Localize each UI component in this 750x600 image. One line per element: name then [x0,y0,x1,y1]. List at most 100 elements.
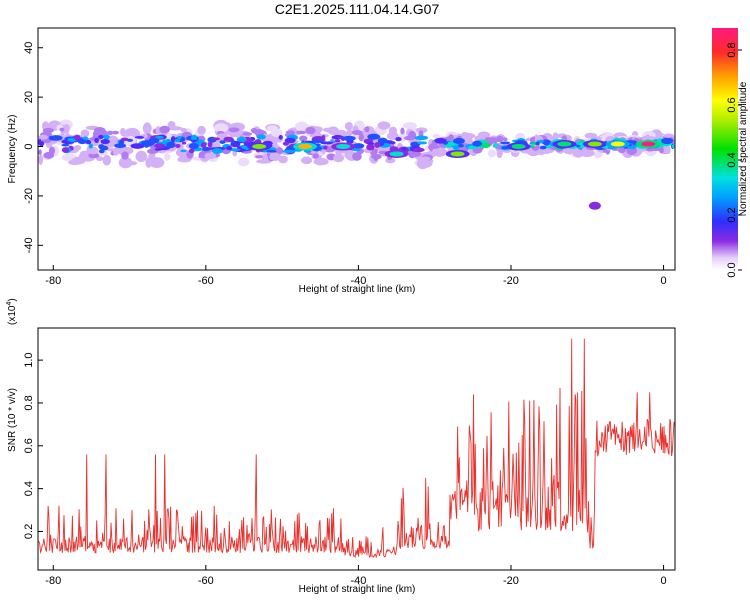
heat-cell [99,145,109,151]
heat-cell [311,139,325,143]
heat-cell [73,156,84,161]
spectrogram-y-label: Frequency (Hz) [7,115,18,184]
heat-cell [352,143,365,149]
heat-cell [636,148,643,153]
heat-cell [155,125,161,135]
heat-cell [409,151,422,157]
heat-cell [61,147,70,153]
heat-cell [112,147,119,156]
snr-panel: -80 -60 -40 -20 0 0.2 0.4 0.6 0.8 1.0 Height of … [6,298,676,595]
heat-cell [395,136,402,142]
heat-cell [154,148,163,151]
heat-cell [588,201,601,210]
snr-scale-label: (x104) [6,298,18,325]
heat-cell [416,141,428,145]
heat-cell [134,135,145,139]
snr-scale-prefix: (x10 [7,305,18,325]
heat-cell [511,144,526,150]
heat-cell [269,152,281,161]
heat-cell [641,141,656,147]
heat-cell [366,143,375,151]
spectrogram-y-ticks: 40 20 0 -20 -40 [23,42,43,253]
heat-cell [305,126,316,135]
y-tick-label: 40 [23,42,35,54]
heat-cell [503,137,508,142]
heat-cell [98,134,104,139]
heat-cell [42,127,54,134]
heat-cell [190,134,198,142]
heat-cell [180,128,187,133]
heat-cell [587,141,602,147]
heat-cell [214,123,229,133]
heat-cell [543,139,550,146]
heat-cell [38,149,42,156]
heat-cell [211,137,221,141]
heat-cell [278,134,283,140]
heat-cell [159,125,171,134]
heat-cell [188,148,195,154]
heat-cell [77,139,88,145]
heat-cell [127,130,139,136]
heat-cell [452,145,460,150]
heat-cell [181,141,187,145]
heat-cell [671,144,675,149]
heat-cell [103,134,110,140]
heat-cell [296,130,306,135]
heat-cell [38,156,44,161]
heat-cell [94,137,99,144]
heat-cell [377,137,388,144]
heat-cell [649,147,662,152]
heat-cell [255,155,263,159]
colorbar: 0.0 0.2 0.4 0.6 0.8 Normalized spectral ampl… [712,28,749,278]
heat-cell [499,141,511,145]
spectrogram-panel: -80 -60 -40 -20 0 40 20 0 -20 -40 Height of stra… [7,27,676,295]
colorbar-tick-label: 0.8 [726,42,738,57]
heat-cell [374,142,381,148]
spectrogram-heatmap [38,119,675,210]
heat-cell [88,152,100,159]
heat-cell [88,146,99,155]
heat-cell [230,139,235,144]
heat-cell [434,137,447,144]
heat-cell [468,145,477,150]
heat-cell [346,129,353,136]
heat-cell [174,138,181,143]
heat-cell [73,134,81,141]
heat-cell [312,153,319,159]
x-tick-label: -20 [503,275,519,287]
heat-cell [38,140,45,147]
heat-cell [148,137,160,144]
colorbar-tick-label: 0.0 [726,262,738,277]
heat-cell [276,155,288,160]
heat-cell [96,156,104,162]
heat-cell [401,146,407,151]
heat-cell [48,135,63,141]
heat-cell [412,147,425,153]
heat-cell [298,144,313,150]
heat-cell [371,153,382,160]
heat-cell [120,127,126,137]
x-tick-label: -20 [503,575,519,587]
snr-frame [37,327,676,571]
colorbar-gradient [712,28,738,270]
heat-cell [211,148,223,154]
heat-cell [111,130,119,135]
heat-cell [228,127,240,133]
colorbar-label: Normalized spectral amplitude [738,81,749,216]
heat-cell [351,130,363,136]
heat-cell [201,142,207,149]
heat-cell [59,127,65,132]
y-tick-label: -20 [23,188,35,204]
snr-line [37,338,676,559]
heat-cell [320,141,334,145]
snr-x-label: Height of straight line (km) [299,584,416,595]
heat-cell [610,141,625,147]
heat-cell [188,142,199,150]
heat-cell [461,133,471,141]
snr-background [38,328,675,570]
heat-cell [336,144,351,150]
heat-cell [351,148,361,152]
colorbar-ticks: 0.0 0.2 0.4 0.6 0.8 [726,42,742,278]
heat-cell [338,136,343,140]
heat-cell [433,149,440,153]
